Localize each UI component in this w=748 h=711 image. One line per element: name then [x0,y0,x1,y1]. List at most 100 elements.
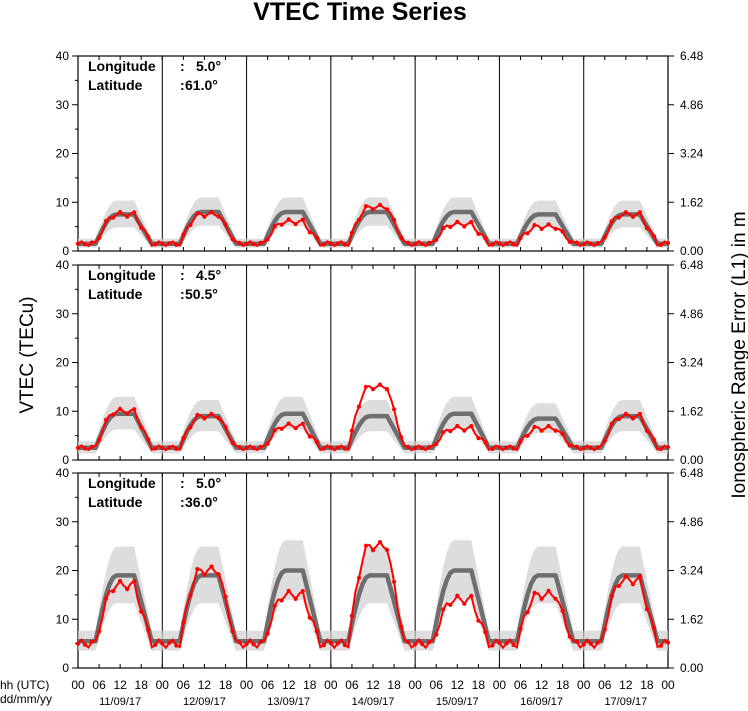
hour-tick-label: 18 [387,678,401,692]
latitude-label: Latitude [88,494,143,510]
current-point [616,215,621,220]
hour-tick-label: 00 [71,678,85,692]
y-tick-label-right: 1.62 [680,404,704,418]
current-point [258,444,263,449]
current-point [490,643,495,648]
current-point [97,235,102,240]
current-point [377,382,383,387]
latitude-value: 61.0° [185,77,218,93]
x-axis-labels: 00 06 12 18 00 06 12 18 00 06 12 18 00 06 12 18 00 06 12 18… [71,678,675,708]
current-point [286,588,291,593]
current-point [279,426,284,431]
latitude-label: Latitude [88,77,143,93]
hour-tick-label: 12 [619,678,633,692]
current-point [413,446,418,451]
current-point [448,224,453,230]
longitude-colon: : [180,267,185,283]
current-point [118,406,123,411]
current-point [497,445,502,450]
current-point [223,424,228,430]
current-point [406,444,411,449]
current-point [342,446,347,451]
current-point [532,424,537,429]
current-point [216,214,221,219]
current-point [427,240,432,245]
hour-tick-label: 12 [282,678,296,692]
hour-tick-label: 00 [661,678,675,692]
current-point [251,446,256,451]
current-point [420,445,425,451]
current-point [89,444,95,449]
current-point [244,445,249,451]
reference-band [78,197,668,248]
current-point [314,439,319,445]
hour-tick-label: 00 [156,678,170,692]
current-point [511,446,516,451]
current-point [602,235,607,240]
longitude-value: 5.0° [196,58,221,74]
current-point [307,230,312,235]
y-tick-label-left: 20 [56,564,70,578]
current-point [132,407,137,412]
current-point [637,411,643,416]
current-point [609,421,614,426]
current-point [644,226,650,231]
current-point [462,224,467,229]
current-point [602,438,607,443]
current-point [111,412,116,417]
current-point [420,241,425,246]
latitude-colon: : [180,494,185,510]
current-point [146,437,151,442]
current-point [595,241,600,246]
current-point [511,242,516,247]
current-point [651,437,657,442]
hour-tick-label: 06 [261,678,275,692]
x-axis-date-label: dd/mm/yy [0,692,52,706]
current-point [300,217,305,222]
hour-tick-label: 00 [324,678,338,692]
current-point [413,242,418,247]
current-point [251,642,256,647]
current-point [630,416,636,421]
y-tick-label-right: 3.24 [680,356,704,370]
current-point [265,631,270,636]
current-point [588,641,593,646]
current-point [230,629,235,634]
current-point [97,629,102,634]
current-point [623,574,629,579]
y-tick-label-right: 0.00 [680,661,704,675]
y-tick-label-right: 0.00 [680,244,704,258]
current-point [181,435,186,441]
current-point [581,242,586,247]
y-tick-label-left: 40 [56,466,70,480]
current-point [118,210,123,215]
current-point [462,601,467,606]
longitude-colon: : [180,58,185,74]
current-point [637,574,643,579]
current-point [342,643,347,648]
current-point [230,237,235,242]
current-point [223,222,228,227]
current-point [665,445,671,450]
latitude-value: 50.5° [185,286,218,302]
current-point [476,618,481,623]
current-point [139,425,144,430]
current-point [328,445,333,450]
current-point [567,443,572,448]
day-label: 17/09/17 [604,696,647,708]
current-point [546,423,551,429]
current-point [483,630,488,635]
longitude-value: 4.5° [196,267,221,283]
current-point [511,642,516,648]
current-point [174,242,179,247]
current-point [75,641,81,646]
y-axis-left-label: VTEC (TECu) [17,296,38,413]
y-tick-label-right: 3.24 [680,564,704,578]
current-point [532,590,537,596]
y-tick-label-left: 10 [56,404,70,418]
hour-tick-label: 06 [430,678,444,692]
current-point [377,202,383,207]
latitude-colon: : [180,286,185,302]
current-point [399,435,404,440]
